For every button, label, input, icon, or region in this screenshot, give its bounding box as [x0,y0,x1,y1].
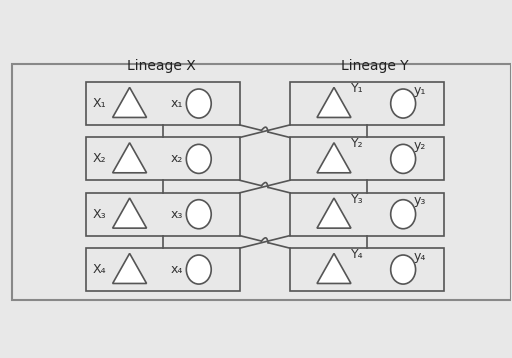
Text: y₄: y₄ [413,250,425,263]
Ellipse shape [186,144,211,173]
Polygon shape [317,253,351,284]
Ellipse shape [186,255,211,284]
Polygon shape [113,87,146,117]
Ellipse shape [391,200,416,229]
Text: X₂: X₂ [93,153,106,165]
Bar [86,248,240,291]
Bar [86,137,240,180]
Text: Y₃: Y₃ [351,193,364,206]
Text: X₃: X₃ [93,208,106,221]
Polygon shape [317,198,351,228]
Text: X₁: X₁ [93,97,106,110]
Text: Lineage Y: Lineage Y [341,59,409,73]
Text: x₂: x₂ [171,153,183,165]
Text: x₁: x₁ [171,97,183,110]
Bar [86,82,240,125]
Bar [290,248,444,291]
Text: y₃: y₃ [413,194,425,207]
Ellipse shape [391,255,416,284]
Text: X₄: X₄ [93,263,106,276]
Text: Y₄: Y₄ [351,248,364,261]
Polygon shape [113,143,146,173]
Polygon shape [317,143,351,173]
Text: x₄: x₄ [171,263,183,276]
Ellipse shape [186,200,211,229]
Polygon shape [317,87,351,117]
Bar [86,193,240,236]
Ellipse shape [391,89,416,118]
Ellipse shape [391,144,416,173]
Text: y₁: y₁ [413,84,425,97]
Bar [290,137,444,180]
Text: Y₂: Y₂ [351,137,364,150]
Polygon shape [113,198,146,228]
Text: y₂: y₂ [413,139,425,152]
Bar [290,82,444,125]
Text: Lineage X: Lineage X [126,59,196,73]
Bar [290,193,444,236]
Text: x₃: x₃ [171,208,183,221]
Ellipse shape [186,89,211,118]
Polygon shape [113,253,146,284]
Text: Y₁: Y₁ [351,82,364,95]
